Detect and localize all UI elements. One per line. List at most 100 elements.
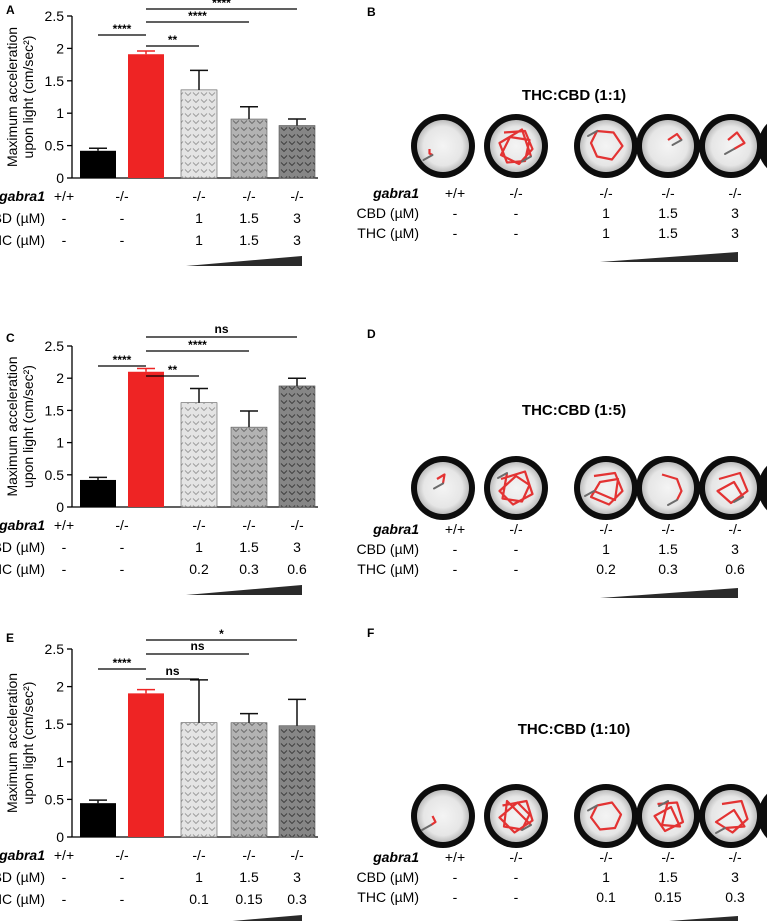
well-3: [574, 456, 638, 520]
thc-value: 0.1: [596, 889, 616, 905]
well-4: [636, 784, 700, 848]
cbd-value: 3: [731, 541, 739, 557]
cbd-value: 3: [293, 869, 301, 885]
larva: [715, 827, 726, 834]
y-tick-label: 1.5: [45, 716, 65, 732]
significance-label: ****: [188, 9, 207, 23]
well-3: [574, 114, 638, 178]
genotype-value: -/-: [661, 521, 675, 537]
well-dish: [705, 790, 757, 842]
row-label-thc: THC (µM): [357, 889, 419, 905]
y-tick-label: 0.5: [45, 138, 65, 154]
well-2: [484, 784, 548, 848]
y-tick-label: 1: [56, 105, 64, 121]
thc-value: -: [514, 889, 519, 905]
y-axis-label-line1: Maximum acceleration: [4, 27, 20, 167]
genotype-value: -/-: [242, 188, 256, 204]
row-label-thc: THC (µM): [357, 561, 419, 577]
larva-track: [589, 471, 624, 506]
y-tick-label: 0.5: [45, 467, 65, 483]
y-tick-label: 0: [56, 499, 64, 515]
well-dish: [642, 462, 694, 514]
cbd-value: -: [453, 869, 458, 885]
genotype-value: -/-: [192, 517, 206, 533]
significance-label: ****: [212, 0, 231, 10]
larva: [521, 824, 532, 831]
y-tick-label: 2: [56, 370, 64, 386]
panel-title: THC:CBD (1:10): [518, 721, 631, 738]
dose-gradient-wedge: [186, 256, 302, 266]
well-dish: [417, 120, 469, 172]
genotype-value: -/-: [290, 188, 304, 204]
larva: [587, 804, 598, 812]
row-label-gabra1: gabra1: [0, 188, 45, 204]
thc-value: -: [120, 232, 125, 248]
bar-mutant: [128, 693, 164, 837]
thc-value: -: [514, 225, 519, 241]
thc-value: 0.2: [189, 561, 209, 577]
well-5: [699, 784, 763, 848]
row-label-gabra1: gabra1: [372, 849, 419, 865]
genotype-value: -/-: [115, 517, 129, 533]
genotype-value: -/-: [115, 188, 129, 204]
well-1: [411, 456, 475, 520]
cbd-value: 1: [602, 541, 610, 557]
well-1: [411, 784, 475, 848]
genotype-value: -/-: [242, 847, 256, 863]
cbd-value: 3: [731, 869, 739, 885]
well-3: [574, 784, 638, 848]
thc-value: -: [62, 891, 67, 907]
well-dish: [490, 790, 542, 842]
larva-track: [667, 132, 683, 141]
genotype-value: +/+: [54, 517, 74, 533]
larva-track: [714, 799, 749, 834]
bar-treatment-low: [180, 402, 218, 508]
thc-value: 0.3: [725, 889, 745, 905]
row-label-thc: THC (µM): [0, 561, 45, 577]
genotype-value: +/+: [445, 521, 465, 537]
chart-A: A Maximum acceleration upon light (cm/sec²…: [0, 0, 318, 266]
y-axis-label-line2: upon light (cm/sec²): [20, 36, 36, 159]
panel-title: THC:CBD (1:1): [522, 87, 626, 104]
y-tick-label: 0.5: [45, 791, 65, 807]
row-label-cbd: CBD (µM): [0, 539, 45, 555]
well-dish: [642, 120, 694, 172]
genotype-value: -/-: [599, 185, 613, 201]
genotype-value: -/-: [242, 517, 256, 533]
cbd-value: 1.5: [658, 869, 678, 885]
y-axis-label-line2: upon light (cm/sec²): [20, 682, 36, 805]
y-axis-label-line1: Maximum acceleration: [4, 356, 20, 496]
panel-letter: D: [367, 327, 376, 341]
larva: [497, 472, 508, 479]
thc-value: 1: [602, 225, 610, 241]
bar-treatment-low: [180, 89, 218, 179]
well-dish: [705, 462, 757, 514]
y-tick-label: 0: [56, 170, 64, 186]
larva: [521, 155, 532, 163]
dose-gradient-wedge: [669, 916, 738, 921]
significance-label: ****: [113, 353, 132, 367]
significance-label: **: [168, 363, 178, 377]
thc-value: -: [453, 225, 458, 241]
bar-wildtype: [80, 803, 116, 837]
genotype-value: +/+: [445, 849, 465, 865]
cbd-value: 1.5: [239, 210, 259, 226]
significance-label: ****: [113, 656, 132, 670]
thc-value: 0.1: [189, 891, 209, 907]
panel-letter: E: [6, 631, 14, 645]
significance-label: *: [219, 627, 224, 641]
panel-title: THC:CBD (1:5): [522, 402, 626, 419]
thc-value: 3: [731, 225, 739, 241]
thc-value: 0.15: [235, 891, 262, 907]
genotype-value: -/-: [192, 847, 206, 863]
well-dish: [490, 120, 542, 172]
well-dish: [417, 790, 469, 842]
larva: [587, 130, 598, 137]
dose-gradient-wedge: [232, 915, 302, 921]
panel-letter: F: [367, 626, 374, 640]
thc-value: 0.3: [287, 891, 307, 907]
larva: [667, 499, 678, 506]
larva: [658, 800, 669, 807]
cbd-value: 3: [293, 539, 301, 555]
significance-label: ns: [214, 322, 228, 336]
